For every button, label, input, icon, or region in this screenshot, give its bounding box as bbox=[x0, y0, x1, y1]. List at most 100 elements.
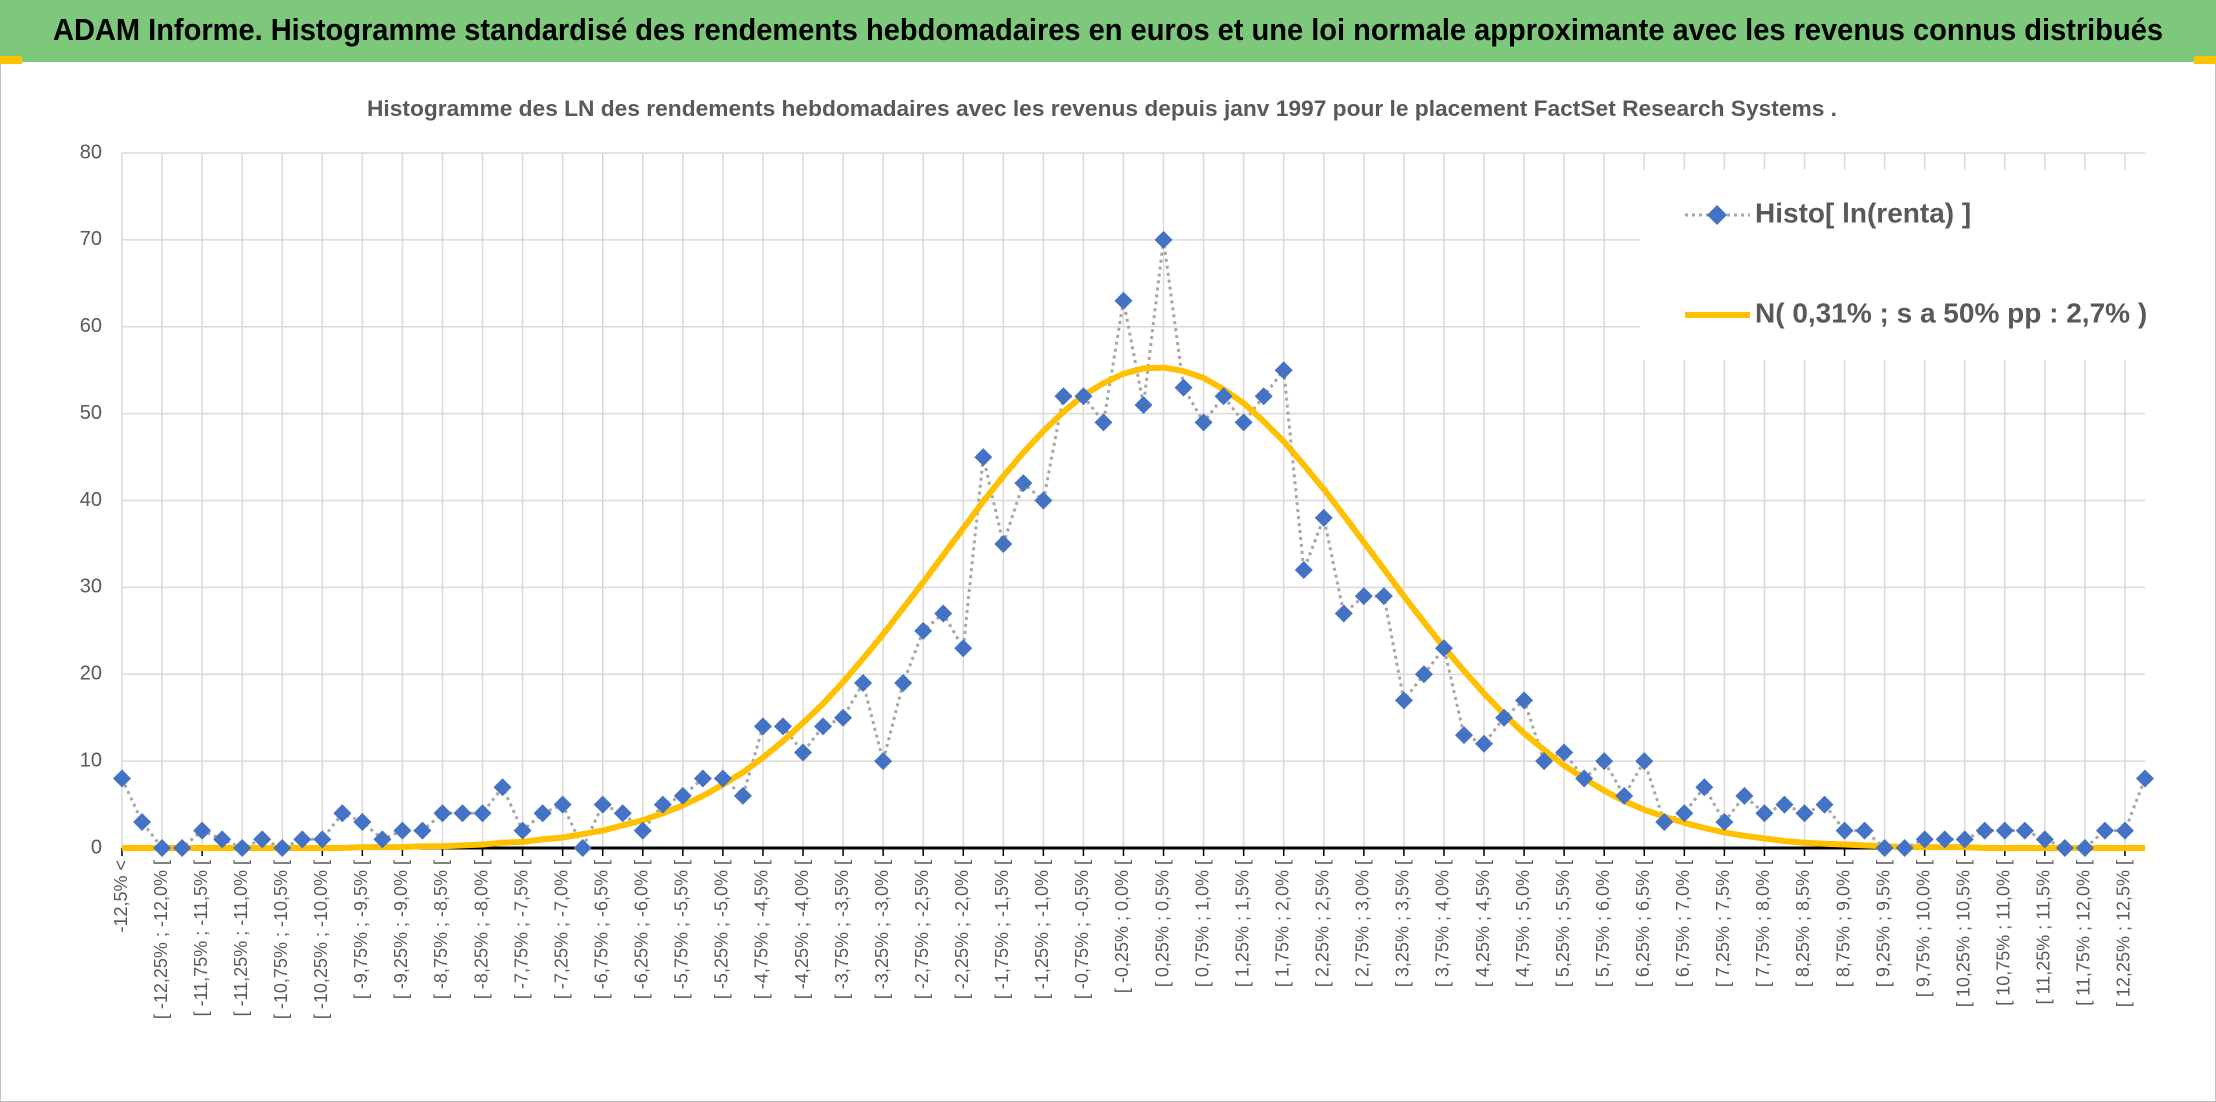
data-point bbox=[633, 821, 652, 840]
data-point bbox=[1114, 291, 1133, 310]
x-tick-label: [ -10,25% ; -10,0% [ bbox=[311, 860, 331, 1019]
data-point bbox=[353, 812, 372, 831]
x-tick-label: [ 10,75% ; 11,0% [ bbox=[1994, 860, 2014, 1006]
data-point bbox=[1434, 639, 1453, 658]
x-tick-label: [ 4,25% ; 4,5% [ bbox=[1473, 860, 1493, 987]
data-point bbox=[834, 708, 853, 727]
data-point bbox=[1635, 752, 1654, 771]
x-tick-label: [ 5,75% ; 6,0% [ bbox=[1593, 860, 1613, 987]
x-tick-label: [ -2,25% ; -2,0% [ bbox=[952, 860, 972, 999]
x-tick-label: [ 10,25% ; 10,5% [ bbox=[1953, 860, 1973, 1007]
x-tick-label: [ -8,75% ; -8,5% [ bbox=[431, 860, 451, 999]
data-point bbox=[553, 795, 572, 814]
y-tick-label: 40 bbox=[80, 489, 102, 511]
x-tick-label: [ 7,75% ; 8,0% [ bbox=[1753, 860, 1773, 987]
data-point bbox=[934, 604, 953, 623]
data-point bbox=[693, 769, 712, 788]
x-tick-label: [ -4,25% ; -4,0% [ bbox=[792, 860, 812, 999]
data-point bbox=[1414, 665, 1433, 684]
x-tick-label: [ 4,75% ; 5,0% [ bbox=[1513, 860, 1533, 987]
data-point bbox=[794, 743, 813, 762]
data-point bbox=[1094, 413, 1113, 432]
data-point bbox=[193, 821, 212, 840]
data-point bbox=[1955, 830, 1974, 849]
data-point bbox=[1895, 839, 1914, 857]
data-point bbox=[1354, 587, 1373, 606]
data-point bbox=[733, 786, 752, 805]
data-point bbox=[233, 839, 252, 857]
x-tick-label: [ -3,75% ; -3,5% [ bbox=[832, 860, 852, 999]
y-tick-label: 70 bbox=[80, 228, 102, 250]
data-point bbox=[313, 830, 332, 849]
data-point bbox=[613, 804, 632, 823]
legend-label: Histo[ ln(renta) ] bbox=[1755, 197, 1971, 228]
y-tick-label: 60 bbox=[80, 315, 102, 337]
data-point bbox=[653, 795, 672, 814]
x-tick-label: [ 1,25% ; 1,5% [ bbox=[1232, 860, 1252, 987]
data-point bbox=[213, 830, 232, 849]
x-tick-label: [ -9,75% ; -9,5% [ bbox=[351, 860, 371, 999]
data-point bbox=[974, 448, 993, 467]
data-point bbox=[2095, 821, 2114, 840]
x-tick-label: [ 7,25% ; 7,5% [ bbox=[1713, 860, 1733, 987]
x-tick-label: [ 0,75% ; 1,0% [ bbox=[1192, 860, 1212, 987]
data-point bbox=[2035, 830, 2054, 849]
data-point bbox=[333, 804, 352, 823]
data-point bbox=[1194, 413, 1213, 432]
corner-tab bbox=[0, 56, 22, 64]
x-tick-label: [ -0,25% ; 0,0% [ bbox=[1112, 860, 1132, 993]
data-point bbox=[1054, 387, 1073, 406]
data-point bbox=[1475, 734, 1494, 753]
data-point bbox=[1555, 743, 1574, 762]
x-tick-label: [ 5,25% ; 5,5% [ bbox=[1553, 860, 1573, 987]
data-point bbox=[773, 717, 792, 736]
data-point bbox=[273, 839, 292, 857]
plot bbox=[113, 230, 2154, 857]
x-tick-label: [ -6,25% ; -6,0% [ bbox=[632, 860, 652, 999]
data-point bbox=[954, 639, 973, 658]
x-tick-label: [ 11,25% ; 11,5% [ bbox=[2034, 860, 2054, 1004]
chart-title: Histogramme des LN des rendements hebdom… bbox=[367, 96, 1837, 121]
y-tick-label: 30 bbox=[80, 576, 102, 598]
x-tick-label: [ 6,25% ; 6,5% [ bbox=[1633, 860, 1653, 987]
data-point bbox=[413, 821, 432, 840]
data-point bbox=[293, 830, 312, 849]
data-point bbox=[1755, 804, 1774, 823]
x-tick-label: [ 1,75% ; 2,0% [ bbox=[1272, 860, 1292, 987]
x-tick-label: [ -3,25% ; -3,0% [ bbox=[872, 860, 892, 999]
data-point bbox=[593, 795, 612, 814]
data-point bbox=[1374, 587, 1393, 606]
x-tick-label: [ -9,25% ; -9,0% [ bbox=[391, 860, 411, 999]
data-point bbox=[1174, 378, 1193, 397]
data-point bbox=[1234, 413, 1253, 432]
data-point bbox=[1254, 387, 1273, 406]
y-tick-label: 80 bbox=[80, 141, 102, 163]
x-tick-label: [ 0,25% ; 0,5% [ bbox=[1152, 860, 1172, 987]
data-point bbox=[1014, 474, 1033, 493]
x-tick-label: [ 9,25% ; 9,5% [ bbox=[1873, 860, 1893, 987]
x-tick-label: [ 9,75% ; 10,0% [ bbox=[1913, 860, 1933, 997]
data-point bbox=[1615, 786, 1634, 805]
data-point bbox=[1034, 491, 1053, 510]
data-point bbox=[1935, 830, 1954, 849]
data-point bbox=[1134, 395, 1153, 414]
data-point bbox=[2015, 821, 2034, 840]
data-point bbox=[2075, 839, 2094, 857]
data-point bbox=[2136, 769, 2154, 788]
data-point bbox=[1815, 795, 1834, 814]
x-tick-label: [ -12,25% ; -12,0% [ bbox=[151, 860, 171, 1019]
data-point bbox=[473, 804, 492, 823]
data-point bbox=[1595, 752, 1614, 771]
data-point bbox=[1214, 387, 1233, 406]
data-point bbox=[1294, 561, 1313, 579]
x-tick-label: [ 3,75% ; 4,0% [ bbox=[1433, 860, 1453, 987]
data-point bbox=[1875, 839, 1894, 857]
data-point bbox=[1835, 821, 1854, 840]
data-point bbox=[894, 673, 913, 692]
data-point bbox=[1535, 752, 1554, 771]
data-point bbox=[573, 839, 592, 857]
data-point bbox=[1855, 821, 1874, 840]
header-bar bbox=[0, 0, 2216, 62]
data-point bbox=[113, 769, 131, 788]
x-tick-label: [ -1,25% ; -1,0% [ bbox=[1032, 860, 1052, 999]
